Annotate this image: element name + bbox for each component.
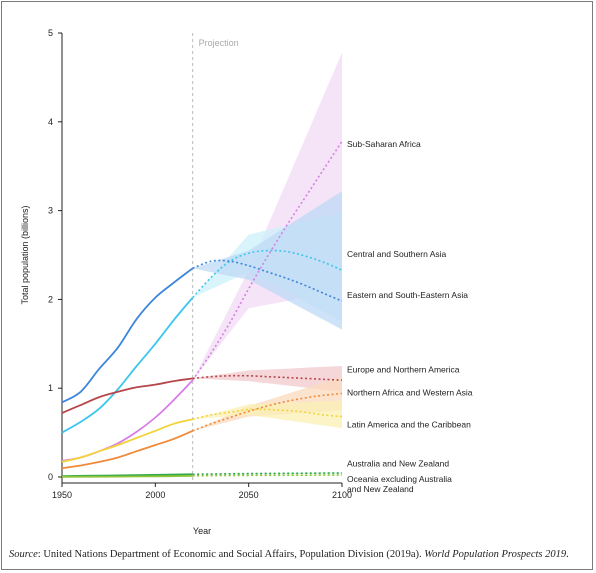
observed-line (61, 267, 194, 404)
uncertainty-band (192, 400, 342, 429)
series-lines (61, 140, 343, 478)
source-body: : United Nations Department of Economic … (37, 549, 425, 560)
x-tick-label: 2000 (145, 490, 165, 500)
y-tick-label: 3 (48, 206, 53, 216)
series-label: Sub-Saharan Africa (347, 139, 421, 149)
series-label-line: Oceania excluding Australia (347, 474, 452, 484)
series-label-line: Eastern and South-Eastern Asia (347, 290, 468, 300)
uncertainty-band (192, 366, 342, 392)
series-label: Oceania excluding Australia and New Zeala… (347, 474, 452, 494)
uncertainty-band (192, 472, 342, 475)
uncertainty-band (192, 191, 342, 330)
projected-line (192, 374, 343, 381)
observed-line (61, 297, 194, 434)
series-label: Central and Southern Asia (347, 249, 447, 259)
y-tick-label: 4 (48, 117, 53, 127)
population-chart: Projection 0 1 2 3 4 5 1950 2000 2050 2100 Sub-Sa… (20, 28, 473, 536)
y-tick-label: 2 (48, 294, 53, 304)
series-label-line: and New Zealand (347, 484, 414, 494)
observed-line (61, 377, 193, 414)
x-tick-label: 1950 (52, 490, 72, 500)
uncertainty-bands (192, 52, 342, 476)
axes: 0 1 2 3 4 5 1950 2000 2050 2100 (48, 28, 352, 500)
x-axis-title: Year (193, 526, 211, 536)
projected-line (192, 140, 343, 381)
series-label-line: Europe and Northern America (347, 365, 460, 375)
series-label: Northern Africa and Western Asia (347, 388, 473, 398)
source-prefix: Source (9, 549, 38, 560)
series-label-line: Latin America and the Caribbean (347, 420, 471, 430)
series-label-line: Australia and New Zealand (347, 459, 449, 469)
series-label: Latin America and the Caribbean (347, 420, 471, 430)
projection-label: Projection (199, 38, 239, 48)
projected-line (192, 259, 343, 302)
series-label-line: Sub-Saharan Africa (347, 139, 421, 149)
y-axis-title: Total population (billions) (20, 205, 30, 304)
x-tick-label: 2100 (332, 490, 352, 500)
source-title: World Population Prospects 2019 (424, 549, 567, 560)
x-tick-label: 2050 (239, 490, 259, 500)
source-suffix: . (566, 549, 569, 560)
y-tick-label: 5 (48, 28, 53, 38)
y-tick-label: 1 (48, 383, 53, 393)
y-tick-label: 0 (48, 472, 53, 482)
series-labels: Sub-Saharan Africa Central and Southern A… (347, 139, 473, 494)
observed-line (61, 418, 193, 463)
observed-line (61, 475, 193, 478)
series-label: Australia and New Zealand (347, 459, 449, 469)
source-note: Source: United Nations Department of Eco… (9, 549, 591, 560)
series-label: Eastern and South-Eastern Asia (347, 290, 468, 300)
observed-line (61, 429, 194, 469)
series-label-line: Northern Africa and Western Asia (347, 388, 473, 398)
projected-line (192, 249, 343, 299)
series-label-line: Central and Southern Asia (347, 249, 447, 259)
projected-line (192, 408, 343, 421)
series-label: Europe and Northern America (347, 365, 460, 375)
